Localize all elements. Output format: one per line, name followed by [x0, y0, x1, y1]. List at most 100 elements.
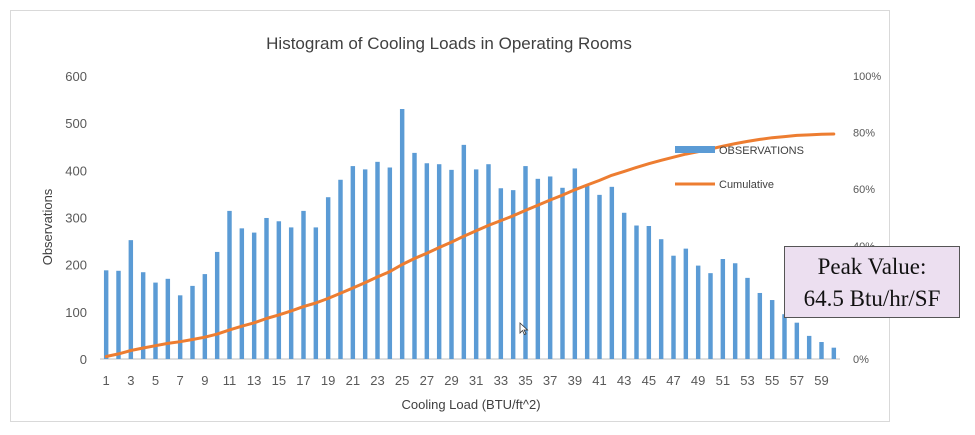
bar: [436, 164, 442, 359]
bar: [461, 144, 467, 359]
bar: [276, 221, 282, 359]
bar: [301, 210, 306, 359]
y2-tick-label: 100%: [853, 71, 881, 83]
bar: [264, 217, 269, 359]
bar: [745, 277, 750, 359]
bar: [362, 169, 368, 359]
x-tick-label: 45: [642, 373, 656, 388]
bar: [547, 176, 553, 359]
x-tick-label: 11: [223, 373, 237, 388]
y-tick-label: 200: [65, 258, 87, 273]
bar: [350, 166, 356, 359]
y2-tick-label: 60%: [853, 184, 875, 196]
bar: [288, 227, 294, 359]
bar: [782, 314, 787, 359]
x-tick-label: 13: [247, 373, 261, 388]
y2-tick-label: 80%: [853, 128, 875, 140]
chart-frame: Histogram of Cooling Loads in Operating …: [10, 10, 890, 422]
bar: [769, 300, 775, 359]
y2-tick-label: 0%: [853, 354, 869, 366]
bar: [424, 163, 430, 359]
bar: [498, 188, 504, 359]
x-tick-label: 53: [740, 373, 754, 388]
bar: [165, 278, 171, 359]
bar: [473, 169, 479, 359]
bar: [190, 285, 195, 359]
x-tick-label: 57: [790, 373, 804, 388]
bar: [683, 248, 689, 359]
x-tick-label: 41: [592, 373, 606, 388]
bar: [214, 251, 220, 359]
x-tick-label: 21: [346, 373, 360, 388]
legend-label-observations: OBSERVATIONS: [719, 145, 804, 157]
x-tick-label: 1: [103, 373, 110, 388]
bar: [412, 152, 417, 359]
bar: [757, 292, 763, 359]
y-tick-label: 300: [65, 211, 87, 226]
bar: [646, 225, 652, 359]
bar: [227, 210, 232, 359]
legend-label-cumulative: Cumulative: [719, 179, 774, 191]
x-tick-label: 59: [814, 373, 828, 388]
bar: [103, 270, 109, 359]
bar: [572, 168, 578, 359]
x-tick-label: 37: [543, 373, 557, 388]
peak-value-label: Peak Value:: [817, 254, 927, 279]
x-tick-label: 39: [568, 373, 582, 388]
bar: [325, 197, 331, 359]
bar: [794, 322, 800, 359]
x-tick-label: 33: [494, 373, 508, 388]
bar: [695, 265, 701, 359]
y-tick-label: 100: [65, 305, 87, 320]
y-tick-label: 500: [65, 116, 87, 131]
bar: [597, 194, 602, 359]
bar: [399, 109, 405, 360]
x-tick-label: 27: [420, 373, 434, 388]
bar: [806, 335, 812, 359]
y-tick-label: 0: [80, 352, 87, 367]
bar: [560, 187, 565, 359]
bar: [486, 164, 491, 359]
legend: OBSERVATIONS Cumulative: [675, 145, 804, 191]
bar: [338, 179, 343, 359]
x-tick-label: 5: [152, 373, 159, 388]
bar: [449, 169, 454, 359]
x-tick-label: 29: [444, 373, 458, 388]
bar: [202, 274, 208, 359]
x-axis-title: Cooling Load (BTU/ft^2): [401, 397, 540, 412]
y-axis-title: Observations: [40, 188, 55, 265]
bar: [313, 227, 319, 359]
x-tick-label: 31: [469, 373, 483, 388]
bar: [140, 272, 146, 359]
bar: [720, 259, 726, 359]
x-axis-ticks: 1 3 5 7 9 11 13 15 17 19 21 23 25 27 29 31 33 35 37 39 41 43 4…: [103, 373, 829, 388]
bar: [658, 239, 664, 359]
x-tick-label: 19: [321, 373, 335, 388]
legend-swatch-observations: [675, 146, 715, 153]
x-tick-label: 23: [370, 373, 384, 388]
bar: [153, 282, 158, 359]
y2-axis-ticks: 0%20%40%60%80%100%: [853, 71, 881, 366]
bar: [375, 161, 380, 359]
x-tick-label: 17: [296, 373, 310, 388]
bar: [584, 185, 590, 359]
x-tick-label: 9: [201, 373, 208, 388]
mouse-cursor-icon: [519, 322, 529, 336]
bar: [708, 273, 713, 359]
bar: [634, 225, 639, 359]
y-tick-label: 600: [65, 69, 87, 84]
bar: [128, 240, 134, 359]
bar: [523, 166, 528, 359]
bar: [510, 190, 516, 359]
bar: [732, 263, 738, 359]
bar: [535, 178, 541, 359]
bar: [239, 228, 245, 359]
bar: [671, 255, 676, 359]
peak-value-annotation: Peak Value: 64.5 Btu/hr/SF: [784, 246, 960, 318]
bar: [387, 167, 393, 359]
bar-series: [103, 109, 837, 360]
x-tick-label: 7: [177, 373, 184, 388]
bar: [621, 212, 627, 359]
bar: [609, 186, 615, 359]
x-tick-label: 43: [617, 373, 631, 388]
